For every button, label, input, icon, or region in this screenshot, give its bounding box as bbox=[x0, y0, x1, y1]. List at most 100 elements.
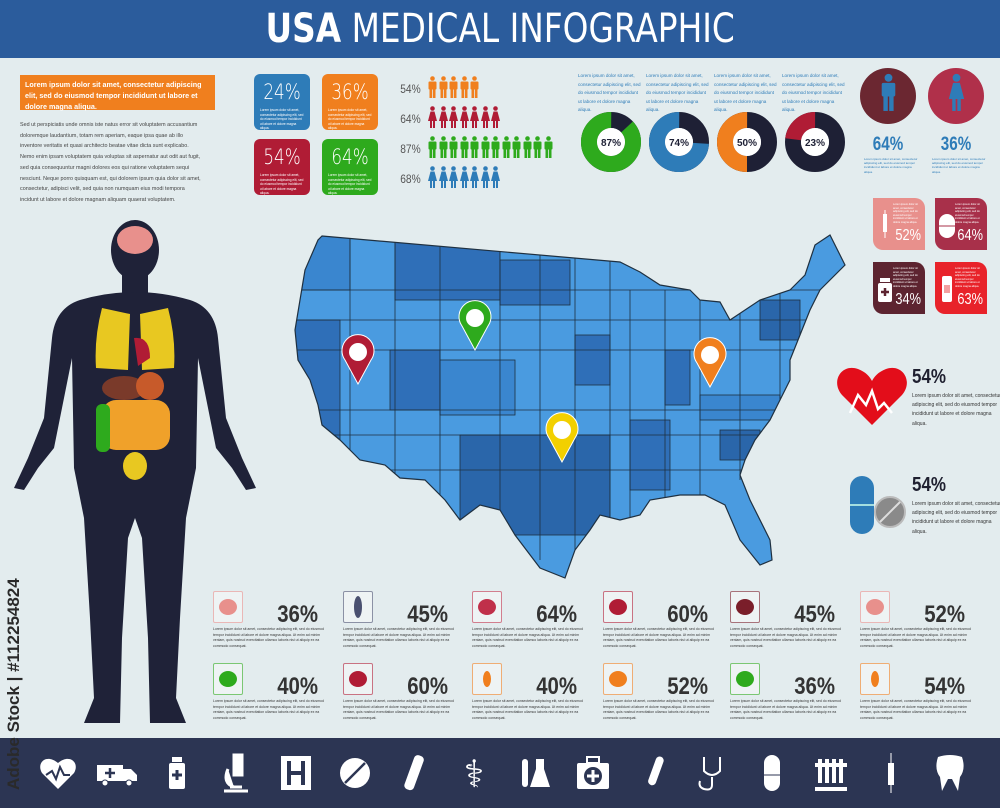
intestine-icon bbox=[866, 599, 884, 615]
organ-stat-text: Lorem ipsum dolor sit amet, consectetur … bbox=[730, 699, 841, 720]
heart-stat-value: 54% bbox=[912, 366, 947, 388]
microscope-icon bbox=[216, 752, 256, 794]
people-chart: 54% 64% 87% 68% bbox=[398, 74, 554, 194]
medicine-bottle-icon bbox=[878, 278, 892, 302]
kidneys-icon bbox=[219, 671, 237, 687]
map-pin[interactable] bbox=[545, 412, 579, 464]
organ-stat-value: 60% bbox=[667, 601, 708, 628]
stat-box: 54% Lorem ipsum dolor sit amet, consectet… bbox=[254, 139, 310, 195]
supply-stat-box: Lorem ipsum dolor sit amet, consectetur … bbox=[935, 198, 987, 250]
supply-stat-box: Lorem ipsum dolor sit amet, consectetur … bbox=[935, 262, 987, 314]
syringe-icon bbox=[871, 752, 911, 794]
stat-box-value: 54% bbox=[263, 145, 301, 169]
man-icon bbox=[439, 75, 448, 103]
people-row-label: 68% bbox=[400, 172, 421, 186]
organ-stat-value: 52% bbox=[667, 673, 708, 700]
gender-text: Lorem ipsum dolor sit amet, consectetur … bbox=[864, 157, 918, 174]
donut-label: 74% bbox=[669, 138, 689, 149]
people-row: 87% bbox=[398, 134, 554, 164]
organ-stat-value: 45% bbox=[794, 601, 835, 628]
organ-stat-text: Lorem ipsum dolor sit amet, consectetur … bbox=[730, 627, 841, 648]
organ-icon-box bbox=[603, 591, 633, 623]
organ-stat: 40% Lorem ipsum dolor sit amet, consectet… bbox=[213, 663, 338, 731]
stat-box: 36% Lorem ipsum dolor sit amet, consectet… bbox=[322, 74, 378, 130]
intestines-organ bbox=[102, 400, 170, 450]
organ-icon-box bbox=[213, 663, 243, 695]
spine-icon bbox=[354, 596, 362, 618]
supply-stat-value: 34% bbox=[895, 291, 921, 308]
colon-organ bbox=[96, 404, 110, 452]
stat-box-text: Lorem ipsum dolor sit amet, consectetur … bbox=[328, 108, 372, 130]
man-icon bbox=[449, 135, 458, 163]
test-tubes-icon bbox=[811, 752, 851, 794]
map-pin[interactable] bbox=[458, 300, 492, 352]
woman-icon bbox=[459, 105, 469, 133]
people-row: 68% bbox=[398, 164, 554, 194]
woman-icon bbox=[948, 73, 964, 119]
hospital-sign-icon bbox=[276, 752, 316, 794]
donut-chart: 23% bbox=[784, 111, 846, 178]
stethoscope-icon bbox=[692, 752, 732, 794]
intro-paragraph: Sed ut perspiciatis unde omnis iste natu… bbox=[20, 122, 201, 203]
map-pin[interactable] bbox=[693, 337, 727, 389]
bandage-icon bbox=[395, 752, 435, 794]
pill-stat-value: 54% bbox=[912, 474, 947, 496]
man-icon bbox=[512, 135, 521, 163]
man-icon bbox=[428, 75, 437, 103]
flasks-icon bbox=[514, 752, 554, 794]
woman-icon bbox=[428, 105, 437, 133]
stomach-organ bbox=[136, 372, 164, 400]
uterus-icon bbox=[871, 671, 879, 687]
stat-box-text: Lorem ipsum dolor sit amet, consectetur … bbox=[260, 173, 304, 195]
organ-stat: 52% Lorem ipsum dolor sit amet, consectet… bbox=[603, 663, 728, 731]
donut-caption: Lorem ipsum dolor sit amet, consectetur … bbox=[782, 73, 845, 113]
woman-icon bbox=[480, 105, 490, 133]
woman-icon bbox=[491, 165, 500, 193]
human-body-figure bbox=[14, 220, 256, 723]
liver-organ bbox=[102, 376, 146, 400]
organ-icon-box bbox=[343, 591, 373, 623]
donut-caption: Lorem ipsum dolor sit amet, consectetur … bbox=[646, 73, 709, 113]
organ-stat-text: Lorem ipsum dolor sit amet, consectetur … bbox=[343, 699, 454, 720]
liver-icon bbox=[736, 599, 754, 615]
organ-icon-box bbox=[860, 663, 890, 695]
supply-stat-value: 63% bbox=[957, 291, 983, 308]
organ-icon-box bbox=[472, 663, 502, 695]
organ-icon-box bbox=[860, 591, 890, 623]
footer-icon-bar: ⚕ bbox=[0, 738, 1000, 808]
gender-value: 36% bbox=[940, 134, 972, 155]
woman-icon bbox=[459, 165, 469, 193]
man-icon bbox=[544, 135, 553, 163]
map-pin[interactable] bbox=[341, 334, 375, 386]
stat-box-text: Lorem ipsum dolor sit amet, consectetur … bbox=[260, 108, 304, 130]
stomach-icon bbox=[609, 671, 627, 687]
organ-stat-text: Lorem ipsum dolor sit amet, consectetur … bbox=[343, 627, 454, 648]
donut-caption: Lorem ipsum dolor sit amet, consectetur … bbox=[578, 73, 641, 113]
people-row: 64% bbox=[398, 104, 554, 134]
bladder-icon bbox=[736, 671, 754, 687]
organ-stat-text: Lorem ipsum dolor sit amet, consectetur … bbox=[213, 699, 324, 720]
organ-stat-text: Lorem ipsum dolor sit amet, consectetur … bbox=[603, 699, 714, 720]
woman-icon bbox=[449, 165, 458, 193]
stat-box: 64% Lorem ipsum dolor sit amet, consectet… bbox=[322, 139, 378, 195]
woman-icon bbox=[449, 105, 458, 133]
capsule-icon bbox=[939, 214, 955, 238]
supply-stat-box: Lorem ipsum dolor sit amet, consectetur … bbox=[873, 198, 925, 250]
man-icon bbox=[880, 73, 895, 119]
organ-stat-value: 60% bbox=[407, 673, 448, 700]
supply-stat-value: 52% bbox=[895, 227, 921, 244]
man-icon bbox=[439, 135, 448, 163]
capsule-icon bbox=[752, 752, 792, 794]
bandage-icon bbox=[942, 276, 952, 302]
heart-pulse-icon bbox=[38, 752, 78, 794]
donut-label: 50% bbox=[737, 138, 757, 149]
organ-stat-text: Lorem ipsum dolor sit amet, consectetur … bbox=[860, 699, 971, 720]
organ-stat: 45% Lorem ipsum dolor sit amet, consectet… bbox=[730, 591, 855, 659]
male-reproductive-icon bbox=[483, 671, 491, 687]
organ-stat-value: 36% bbox=[277, 601, 318, 628]
man-icon bbox=[460, 135, 469, 163]
gender-circle bbox=[860, 68, 916, 124]
organ-stat: 64% Lorem ipsum dolor sit amet, consectet… bbox=[472, 591, 597, 659]
man-icon bbox=[491, 135, 500, 163]
